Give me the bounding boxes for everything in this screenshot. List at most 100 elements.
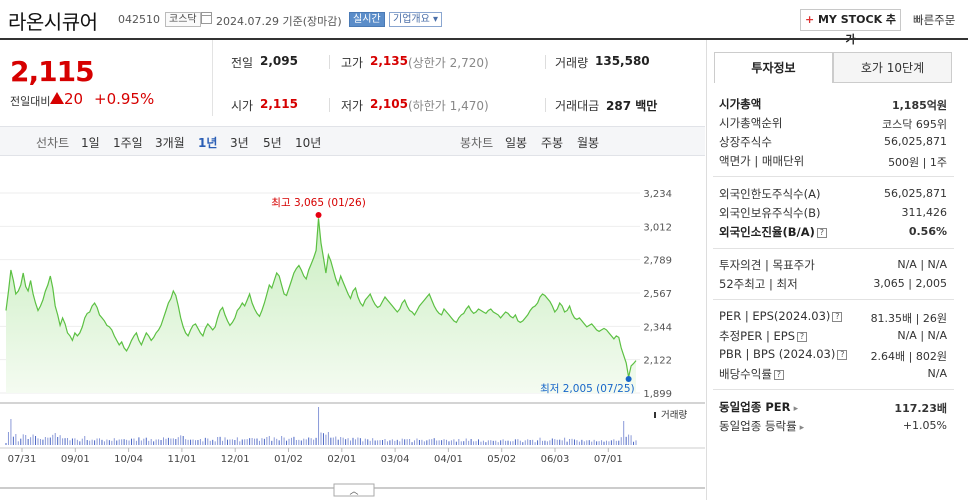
sector-per-row[interactable]: 동일업종 PER ▸ bbox=[719, 399, 798, 415]
par-label: 액면가 | 매매단위 bbox=[719, 154, 805, 168]
foreign-limit-label: 외국인한도주식수(A) bbox=[719, 187, 821, 201]
x-tick-label: 11/01 bbox=[167, 454, 196, 465]
low-value: 2,105 bbox=[370, 97, 408, 111]
shares-value: 56,025,871 bbox=[884, 135, 947, 148]
stock-code: 042510 bbox=[118, 13, 160, 26]
realtime-button[interactable]: 실시간 bbox=[349, 12, 385, 27]
opinion-label: 투자의견 | 목표주가 bbox=[719, 258, 815, 272]
high-marker bbox=[315, 212, 322, 218]
divider bbox=[713, 248, 954, 249]
help-icon[interactable]: ? bbox=[832, 312, 843, 322]
y-tick-label: 2,789 bbox=[643, 256, 672, 267]
low-label: 저가 bbox=[341, 99, 364, 113]
sector-chg-label: 동일업종 등락률 bbox=[719, 419, 797, 433]
add-mystock-button[interactable]: + MY STOCK 추가 bbox=[800, 9, 901, 46]
sector-chg-value: +1.05% bbox=[902, 419, 947, 432]
x-tick-label: 12/01 bbox=[221, 454, 250, 465]
divider bbox=[329, 98, 330, 112]
line-chart-label[interactable]: 선차트 bbox=[36, 136, 70, 150]
calendar-icon bbox=[201, 12, 212, 24]
help-icon[interactable]: ? bbox=[773, 370, 784, 380]
price-change: 20 bbox=[64, 90, 84, 108]
tab-10y[interactable]: 10년 bbox=[295, 136, 322, 150]
market-badge: 코스닥 bbox=[165, 12, 201, 27]
x-tick-label: 07/31 bbox=[8, 454, 37, 465]
divider bbox=[545, 98, 546, 112]
sector-per-value: 117.23배 bbox=[894, 402, 947, 415]
x-tick-label: 02/01 bbox=[327, 454, 356, 465]
tab-5y[interactable]: 5년 bbox=[263, 136, 282, 150]
divider bbox=[329, 55, 330, 69]
chevron-right-icon: ▸ bbox=[796, 423, 805, 433]
tab-1w[interactable]: 1주일 bbox=[113, 136, 143, 150]
high-annotation: 최고 3,065 (01/26) bbox=[271, 197, 366, 209]
foreign-ratio-value: 0.56% bbox=[908, 225, 947, 238]
lower-limit: (하한가 1,470) bbox=[408, 99, 489, 113]
sector-per-label: 동일업종 PER bbox=[719, 400, 791, 414]
cap-rank-label: 시가총액순위 bbox=[719, 116, 783, 130]
y-tick-label: 3,012 bbox=[643, 222, 672, 233]
volume-bars bbox=[5, 407, 637, 445]
x-tick-label: 03/04 bbox=[381, 454, 410, 465]
price-chart[interactable]: 3,234 3,012 2,789 2,567 2,344 2,122 1,899 최고 3… bbox=[0, 160, 705, 500]
sector-chg-row[interactable]: 동일업종 등락률 ▸ bbox=[719, 418, 804, 434]
change-label: 전일대비 bbox=[10, 95, 51, 108]
x-tick-label: 09/01 bbox=[61, 454, 90, 465]
tab-1y[interactable]: 1년 bbox=[198, 136, 218, 150]
foreign-hold-value: 311,426 bbox=[901, 206, 948, 219]
y-tick-label: 2,344 bbox=[643, 322, 672, 333]
y-tick-label: 1,899 bbox=[643, 389, 672, 400]
tab-3y[interactable]: 3년 bbox=[230, 136, 249, 150]
x-tick-label: 07/01 bbox=[594, 454, 623, 465]
quick-order-link[interactable]: 빠른주문 bbox=[913, 13, 956, 27]
chart-tab-bar bbox=[0, 126, 705, 156]
chevron-right-icon: ▸ bbox=[790, 404, 799, 414]
help-icon[interactable]: ? bbox=[816, 228, 827, 238]
prev-close-value: 2,095 bbox=[260, 54, 298, 68]
help-icon[interactable]: ? bbox=[797, 332, 808, 342]
chevron-down-icon: ▾ bbox=[429, 14, 439, 25]
chevron-up-icon: ︿ bbox=[349, 487, 358, 497]
divider bbox=[713, 389, 954, 390]
tab-weekly[interactable]: 주봉 bbox=[541, 136, 564, 150]
market-cap-label: 시가총액 bbox=[719, 97, 762, 111]
company-name: 라온시큐어 bbox=[8, 10, 98, 34]
per-label: PER | EPS(2024.03) bbox=[719, 309, 831, 323]
candle-chart-label[interactable]: 봉차트 bbox=[460, 136, 494, 150]
tab-3m[interactable]: 3개월 bbox=[155, 136, 185, 150]
collapse-chart-button[interactable] bbox=[333, 483, 375, 497]
low-annotation: 최저 2,005 (07/25) bbox=[540, 383, 635, 395]
low-marker bbox=[625, 376, 632, 382]
cap-rank-value: 코스닥 695위 bbox=[882, 118, 947, 131]
x-tick-label: 06/03 bbox=[541, 454, 570, 465]
amount-value: 287 백만 bbox=[606, 99, 658, 113]
upper-limit: (상한가 2,720) bbox=[408, 56, 489, 70]
open-value: 2,115 bbox=[260, 97, 298, 111]
tab-daily[interactable]: 일봉 bbox=[505, 136, 528, 150]
x-tick-label: 05/02 bbox=[487, 454, 516, 465]
tab-1d[interactable]: 1일 bbox=[81, 136, 100, 150]
y-tick-label: 2,122 bbox=[643, 356, 672, 367]
divider bbox=[713, 299, 954, 300]
x-tick-label: 04/01 bbox=[434, 454, 463, 465]
help-icon[interactable]: ? bbox=[837, 350, 848, 360]
company-info-dropdown[interactable]: 기업개요 ▾ bbox=[389, 12, 443, 27]
x-tick-label: 01/02 bbox=[274, 454, 303, 465]
est-per-row: 추정PER | EPS? bbox=[719, 328, 808, 344]
per-row: PER | EPS(2024.03)? bbox=[719, 309, 843, 323]
foreign-ratio-row: 외국인소진율(B/A)? bbox=[719, 224, 827, 240]
divider bbox=[713, 176, 954, 177]
tab-investment-info[interactable]: 투자정보 bbox=[714, 52, 833, 83]
w52-value: 3,065 | 2,005 bbox=[873, 277, 947, 290]
volume-value: 135,580 bbox=[595, 54, 650, 68]
tab-monthly[interactable]: 월봉 bbox=[577, 136, 600, 150]
y-axis: 3,234 3,012 2,789 2,567 2,344 2,122 1,899 bbox=[643, 189, 672, 400]
market-cap-value: 1,185억원 bbox=[891, 99, 947, 112]
per-value: 81.35배 | 26원 bbox=[870, 312, 947, 325]
amount-label: 거래대금 bbox=[555, 99, 600, 113]
divider bbox=[545, 55, 546, 69]
volume-legend: 거래량 bbox=[661, 409, 687, 421]
quote-date: 2024.07.29 기준(장마감) bbox=[216, 15, 342, 28]
high-value: 2,135 bbox=[370, 54, 408, 68]
tab-order-book[interactable]: 호가 10단계 bbox=[833, 52, 952, 83]
